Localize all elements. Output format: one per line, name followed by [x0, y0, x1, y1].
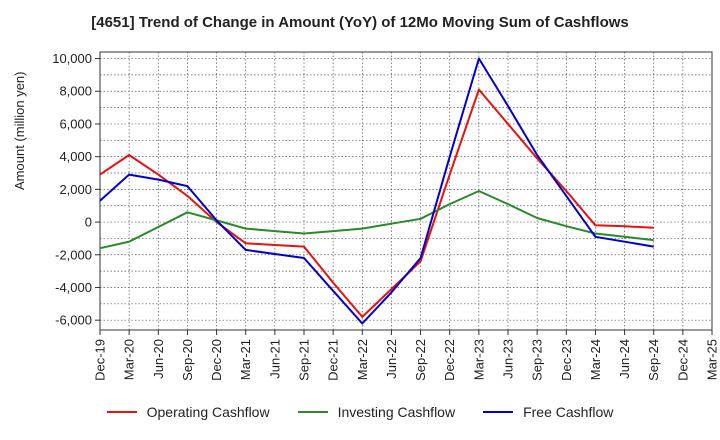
y-tick-label: 10,000 — [52, 51, 92, 66]
x-tick-label: Mar-22 — [355, 339, 370, 380]
x-tick-label: Sep-21 — [297, 339, 312, 381]
y-tick-label: 4,000 — [59, 149, 92, 164]
y-tick-label: 2,000 — [59, 182, 92, 197]
x-tick-label: Sep-23 — [530, 339, 545, 381]
y-tick-label: 8,000 — [59, 84, 92, 99]
legend-label-operating: Operating Cashflow — [146, 404, 270, 420]
series-line-operating-cashflow — [99, 88, 654, 318]
x-tick-label: Jun-23 — [501, 339, 516, 379]
y-tick-label: -4,000 — [55, 280, 92, 295]
legend-item-free: Free Cashflow — [483, 404, 613, 420]
legend-swatch-free — [483, 411, 514, 413]
x-tick-label: Dec-20 — [209, 339, 224, 381]
y-tick-label: -2,000 — [55, 247, 92, 262]
legend-swatch-operating — [106, 411, 137, 413]
y-tick-label: -6,000 — [55, 313, 92, 328]
legend-swatch-investing — [297, 411, 328, 413]
x-tick-label: Jun-22 — [384, 339, 399, 379]
legend-item-investing: Investing Cashflow — [297, 404, 456, 420]
plot-border — [99, 51, 713, 331]
y-tick-label: 6,000 — [59, 116, 92, 131]
x-tick-label: Dec-22 — [442, 339, 457, 381]
x-tick-label: Sep-20 — [180, 339, 195, 381]
legend-label-free: Free Cashflow — [523, 404, 614, 420]
chart-title: [4651] Trend of Change in Amount (YoY) o… — [91, 14, 629, 31]
x-tick-label: Mar-21 — [238, 339, 253, 380]
series-line-free-cashflow — [99, 57, 654, 325]
x-tick-label: Dec-23 — [559, 339, 574, 381]
plot-area — [100, 52, 712, 330]
x-tick-label: Dec-24 — [675, 339, 690, 381]
x-tick-label: Mar-23 — [471, 339, 486, 380]
y-tick-label: 0 — [85, 215, 92, 230]
legend-label-investing: Investing Cashflow — [337, 404, 456, 420]
series-line-investing-cashflow — [99, 190, 654, 250]
x-tick-label: Sep-22 — [413, 339, 428, 381]
legend-item-operating: Operating Cashflow — [106, 404, 270, 420]
x-tick-label: Dec-21 — [326, 339, 341, 381]
x-tick-label: Sep-24 — [646, 339, 661, 381]
x-tick-label: Jun-24 — [617, 339, 632, 379]
x-tick-label: Mar-24 — [588, 339, 603, 380]
x-tick-label: Mar-20 — [122, 339, 137, 380]
x-tick-label: Jun-21 — [267, 339, 282, 379]
x-tick-label: Jun-20 — [151, 339, 166, 379]
legend: Operating Cashflow Investing Cashflow Fr… — [0, 404, 720, 420]
x-tick-label: Dec-19 — [93, 339, 108, 381]
x-tick-label: Mar-25 — [705, 339, 720, 380]
